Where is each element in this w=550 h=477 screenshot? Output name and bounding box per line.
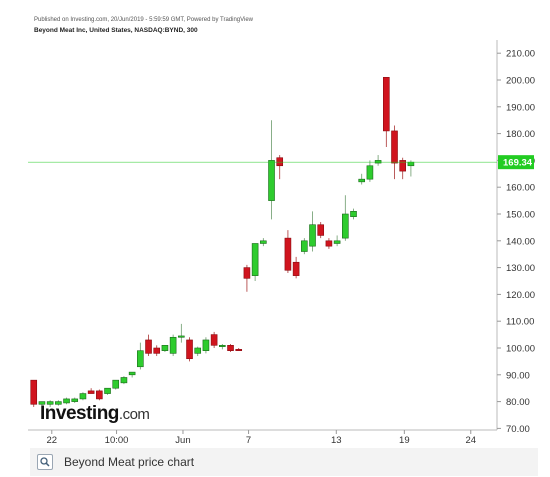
candle-body	[186, 339, 193, 360]
candle-body	[145, 339, 152, 354]
y-tick-label: 190.00	[506, 102, 535, 113]
candle-body	[333, 240, 341, 244]
candle-body	[292, 261, 300, 276]
y-tick-label: 70.00	[506, 424, 530, 435]
candle-body	[128, 371, 136, 376]
y-tick-label: 120.00	[506, 290, 535, 301]
caption-bar: Beyond Meat price chart	[30, 448, 538, 476]
y-tick-label: 130.00	[506, 263, 535, 274]
candle-body	[399, 160, 407, 172]
candle-body	[202, 339, 210, 351]
candle-body	[358, 178, 366, 183]
candle-body	[71, 398, 79, 402]
caption: Beyond Meat price chart	[64, 455, 195, 469]
x-tick-label: 10:00	[105, 435, 129, 446]
candle-body	[104, 387, 111, 394]
x-tick-label: Jun	[175, 435, 190, 446]
watermark-brand: Investing	[40, 403, 119, 424]
candle-body	[391, 130, 398, 164]
x-tick-label: 22	[46, 435, 57, 446]
last-price-label: 169.34	[503, 158, 533, 169]
candle-body	[260, 240, 267, 244]
chart-title: Beyond Meat Inc, United States, NASDAQ:B…	[34, 27, 198, 34]
candle-body	[227, 345, 234, 351]
last-price-box	[498, 155, 534, 170]
candle-body	[301, 240, 308, 252]
candle-body	[210, 334, 218, 346]
candle-body	[38, 401, 46, 405]
y-tick-label: 160.00	[506, 183, 535, 194]
y-tick-label: 80.00	[506, 397, 530, 408]
candle-body	[342, 213, 349, 239]
y-tick-label: 200.00	[506, 76, 535, 87]
watermark: Investing.com	[40, 403, 149, 424]
candle-body	[251, 243, 259, 276]
candle-body	[309, 224, 316, 247]
zoom-glyph	[40, 457, 50, 467]
candle-body	[284, 237, 292, 271]
candle-body	[219, 345, 226, 347]
y-tick-label: 100.00	[506, 344, 535, 355]
y-tick-label: 140.00	[506, 236, 535, 247]
candle-body	[235, 349, 243, 351]
y-tick-label: 150.00	[506, 210, 535, 221]
candle-body	[79, 393, 87, 400]
candle-body	[46, 401, 54, 405]
x-tick-label: 24	[465, 435, 476, 446]
watermark-suffix: .com	[119, 406, 150, 423]
candle-body	[30, 379, 38, 405]
candle-body	[87, 390, 95, 394]
candle-body	[137, 350, 144, 368]
candle-body	[194, 347, 202, 354]
candle-body	[374, 160, 382, 164]
candle-body	[55, 401, 62, 405]
candle-body	[161, 345, 169, 351]
candle-body	[63, 398, 70, 404]
x-tick-label: 19	[399, 435, 410, 446]
zoom-icon[interactable]	[37, 454, 53, 470]
candle-body	[96, 390, 103, 400]
candle-body	[366, 165, 374, 180]
candle-body	[169, 336, 177, 354]
candle-body	[178, 335, 185, 338]
candle-body	[268, 160, 275, 201]
y-tick-label: 90.00	[506, 370, 530, 381]
candle-body	[243, 267, 251, 279]
y-tick-label: 180.00	[506, 129, 535, 140]
candle-body	[276, 157, 284, 167]
candle-body	[350, 211, 357, 217]
candle-body	[407, 161, 415, 167]
x-tick-label: 13	[331, 435, 342, 446]
candle-body	[383, 77, 390, 132]
y-tick-label: 210.00	[506, 49, 535, 60]
y-tick-label: 110.00	[506, 317, 534, 328]
candle-body	[317, 224, 325, 236]
candle-body	[120, 377, 128, 384]
candle-body	[325, 240, 333, 247]
candle-body	[153, 347, 161, 354]
chart: Published on Investing.com, 20/Jun/2019 …	[28, 17, 535, 446]
attribution: Published on Investing.com, 20/Jun/2019 …	[34, 17, 254, 23]
candle-body	[112, 379, 120, 389]
x-tick-label: 7	[246, 435, 251, 446]
